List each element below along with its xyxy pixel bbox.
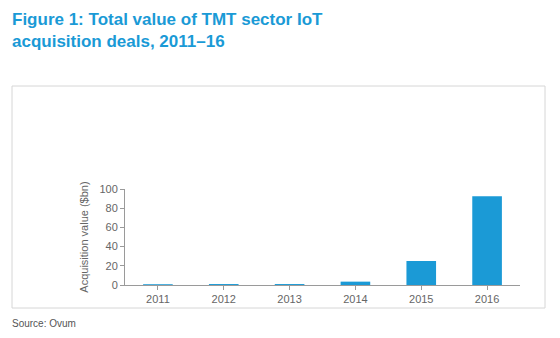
svg-text:2014: 2014 (343, 293, 367, 305)
svg-text:20: 20 (106, 260, 118, 272)
svg-text:2015: 2015 (409, 293, 433, 305)
svg-text:Figure 1: Total value of TMT s: Figure 1: Total value of TMT sector IoTa… (12, 10, 323, 51)
svg-text:2012: 2012 (212, 293, 236, 305)
svg-text:0: 0 (112, 279, 118, 291)
svg-text:2016: 2016 (475, 293, 499, 305)
svg-text:Acquisition value ($bn): Acquisition value ($bn) (78, 181, 90, 292)
svg-text:80: 80 (106, 202, 118, 214)
svg-text:2013: 2013 (277, 293, 301, 305)
svg-text:40: 40 (106, 240, 118, 252)
svg-text:100: 100 (99, 183, 117, 195)
svg-text:60: 60 (106, 221, 118, 233)
svg-text:Source: Ovum: Source: Ovum (12, 318, 76, 329)
svg-text:2011: 2011 (146, 293, 170, 305)
